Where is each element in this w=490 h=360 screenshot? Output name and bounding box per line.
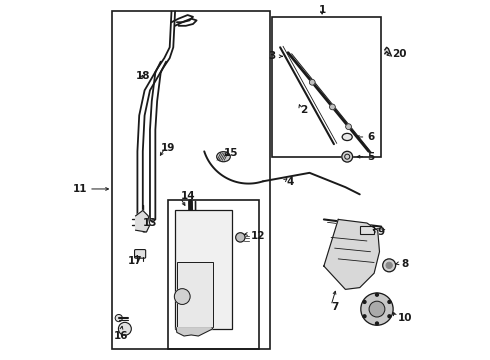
Text: 5: 5 (367, 152, 374, 162)
Bar (272, 17, 381, 157)
Polygon shape (385, 47, 392, 56)
Text: 19: 19 (161, 143, 175, 153)
Bar (177, 262, 213, 327)
Text: 17: 17 (128, 256, 143, 266)
Polygon shape (136, 211, 150, 232)
Circle shape (363, 315, 366, 318)
Text: 13: 13 (143, 218, 157, 228)
Circle shape (342, 151, 353, 162)
Text: 1: 1 (318, 5, 326, 15)
Circle shape (330, 104, 335, 110)
Text: 7: 7 (331, 302, 339, 312)
Text: 20: 20 (392, 49, 407, 59)
Text: 3: 3 (268, 51, 275, 61)
Text: 12: 12 (250, 231, 265, 240)
Circle shape (386, 262, 392, 269)
Text: 14: 14 (180, 191, 195, 201)
Circle shape (383, 259, 395, 272)
Text: 8: 8 (401, 259, 408, 269)
Bar (175, 211, 232, 329)
Text: 10: 10 (397, 313, 412, 323)
Circle shape (375, 322, 378, 325)
Circle shape (361, 293, 393, 325)
Circle shape (369, 301, 385, 317)
FancyBboxPatch shape (135, 249, 146, 258)
Circle shape (115, 315, 122, 321)
Text: 16: 16 (114, 331, 128, 341)
Circle shape (388, 301, 391, 303)
Text: 4: 4 (286, 177, 294, 187)
Ellipse shape (217, 152, 230, 162)
Text: 15: 15 (223, 148, 238, 158)
Bar (112, 12, 270, 348)
Circle shape (174, 289, 190, 305)
Circle shape (119, 322, 131, 335)
Text: 11: 11 (73, 184, 87, 194)
Circle shape (345, 124, 351, 130)
Text: 9: 9 (378, 227, 385, 237)
Circle shape (388, 315, 391, 318)
Circle shape (236, 233, 245, 242)
Polygon shape (176, 328, 213, 336)
Text: 6: 6 (367, 132, 374, 142)
Circle shape (363, 301, 366, 303)
Ellipse shape (342, 134, 352, 140)
Text: 18: 18 (136, 71, 150, 81)
Bar (360, 226, 374, 234)
Circle shape (375, 293, 378, 296)
Text: 2: 2 (300, 105, 308, 115)
Polygon shape (324, 220, 379, 289)
Circle shape (309, 80, 315, 85)
Bar (168, 200, 259, 348)
